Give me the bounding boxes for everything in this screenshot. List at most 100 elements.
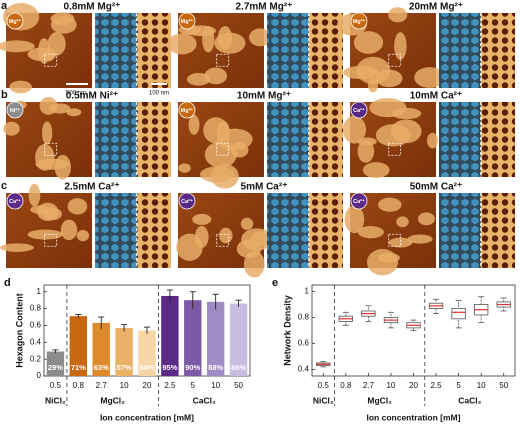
afm-domain <box>214 32 246 54</box>
bar <box>115 327 133 376</box>
ion-badge <box>178 101 196 119</box>
x-axis-label: Ion concentration [mM] <box>100 412 194 422</box>
zoom-overlay <box>95 193 137 268</box>
panel-title: 0.5mM Ni²⁺ <box>66 91 119 102</box>
afm-domain <box>60 219 78 241</box>
afm-image <box>344 193 515 276</box>
afm-domain <box>49 103 71 114</box>
afm-domain <box>392 107 422 120</box>
value-label: 88% <box>208 363 223 372</box>
ion-badge <box>350 192 368 210</box>
ion-badge-label: Ca²⁺ <box>353 107 365 114</box>
value-label: 71% <box>71 363 86 372</box>
afm-domain <box>249 28 272 47</box>
afm-image <box>337 7 515 93</box>
zoom-region <box>388 233 402 247</box>
afm-domain <box>0 243 34 252</box>
afm-domain <box>50 15 77 34</box>
afm-image <box>176 193 343 278</box>
zoom-region <box>216 142 230 156</box>
scale-bar-label: 100 nm <box>149 91 169 97</box>
x-tick-label: 5 <box>456 381 461 390</box>
afm-domain <box>188 114 200 135</box>
bar <box>184 300 202 376</box>
afm-domain <box>66 108 82 117</box>
afm-domain <box>427 132 439 149</box>
ion-badge-label: Mg²⁺ <box>181 18 194 25</box>
afm-domain <box>9 80 32 94</box>
afm-domain <box>35 144 55 171</box>
group-label: MgCl₂ <box>100 395 125 405</box>
afm-domain <box>0 40 35 53</box>
afm-domain <box>210 163 239 189</box>
afm-domain <box>42 207 62 221</box>
afm-image <box>0 183 171 268</box>
panel-title: 50mM Ca²⁺ <box>410 182 463 193</box>
ion-badge <box>6 101 24 119</box>
afm-domain <box>76 230 90 242</box>
afm-domain <box>204 67 228 85</box>
afm-domain <box>388 7 408 23</box>
group-label: MgCl₂ <box>367 395 392 405</box>
value-label: 86% <box>231 363 246 372</box>
zoom-overlay <box>439 102 481 177</box>
ion-badge-label: Ca²⁺ <box>353 198 365 205</box>
panel-label: c <box>1 180 7 192</box>
ion-badge-label: Mg²⁺ <box>353 18 366 25</box>
panel-title: 2.5mM Ca²⁺ <box>64 182 119 193</box>
zoom-overlay <box>439 13 481 88</box>
bar <box>46 351 65 376</box>
afm-domain <box>362 162 390 179</box>
y-tick-label: 0.6 <box>298 339 310 348</box>
bar <box>229 303 248 376</box>
afm-domain <box>357 139 375 163</box>
panel-title: 10mM Mg²⁺ <box>237 91 291 102</box>
ion-badge <box>6 12 24 30</box>
x-tick-label: 2.5 <box>164 381 176 390</box>
ion-badge <box>350 12 368 30</box>
panel-title: 5mM Ca²⁺ <box>241 182 288 193</box>
afm-domain <box>240 217 254 231</box>
afm-domain <box>377 252 400 263</box>
x-tick-label: 2.7 <box>96 381 108 390</box>
x-axis-label: Ion concentration [mM] <box>367 412 461 422</box>
x-tick-label: 10 <box>386 381 395 390</box>
value-label: 90% <box>185 363 200 372</box>
afm-domain <box>186 72 211 86</box>
zoom-overlay <box>95 102 137 177</box>
afm-domain <box>342 115 366 144</box>
zoom-region <box>388 53 402 67</box>
zoom-overlay <box>267 102 309 177</box>
afm-domain <box>204 141 237 168</box>
afm-domain <box>219 227 233 244</box>
afm-image <box>0 3 171 94</box>
panel-title: 20mM Mg²⁺ <box>409 2 463 13</box>
value-label: 63% <box>94 363 109 372</box>
y-tick-label: 0.8 <box>298 313 310 322</box>
ion-badge-label: Ca²⁺ <box>9 198 21 205</box>
afm-domain <box>27 47 57 62</box>
panel-title: 2.7mM Mg²⁺ <box>236 2 293 13</box>
value-label: 95% <box>162 363 177 372</box>
ion-badge-label: Mg²⁺ <box>181 107 194 114</box>
afm-domain <box>194 225 209 248</box>
zoom-region <box>388 142 402 156</box>
group-label: NiCl₂ <box>313 395 334 405</box>
zoom-region <box>44 233 58 247</box>
value-label: 54% <box>139 363 154 372</box>
bar <box>161 295 179 376</box>
ion-badge-label: Ca²⁺ <box>181 198 193 205</box>
zoom-region <box>44 142 58 156</box>
y-tick-label: 1 <box>305 287 310 296</box>
panel-label: a <box>1 0 8 12</box>
afm-domain <box>375 124 411 147</box>
afm-domain <box>388 237 413 248</box>
x-tick-label: 0.8 <box>73 381 85 390</box>
afm-domain <box>41 121 53 145</box>
y-tick-label: 1 <box>37 287 42 296</box>
y-tick-label: 0.6 <box>30 321 42 330</box>
group-label: CaCl₂ <box>193 395 216 405</box>
bar <box>138 330 156 376</box>
bar <box>69 316 88 376</box>
